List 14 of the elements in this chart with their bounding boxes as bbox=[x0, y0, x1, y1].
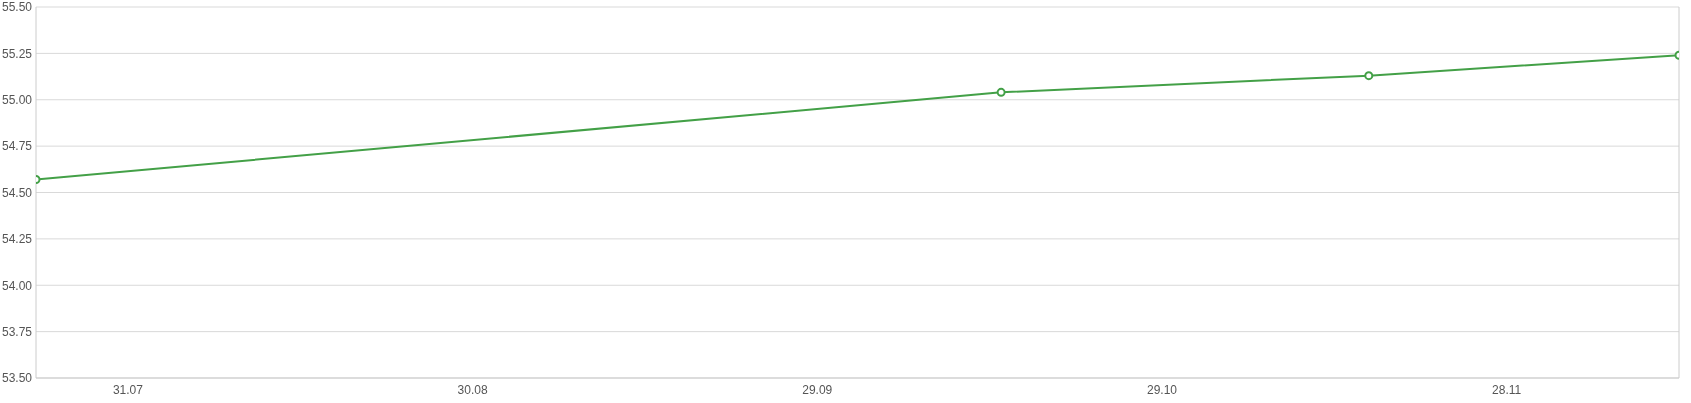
y-tick-label: 55.25 bbox=[1, 46, 33, 61]
x-tick-label: 28.11 bbox=[1492, 382, 1522, 397]
y-tick-label: 54.50 bbox=[1, 185, 33, 200]
y-tick-label: 53.50 bbox=[1, 371, 33, 386]
y-tick-label: 55.50 bbox=[1, 0, 33, 15]
x-tick-label: 29.10 bbox=[1146, 382, 1178, 397]
y-tick-label: 54.25 bbox=[1, 232, 33, 247]
y-tick-label: 54.00 bbox=[1, 278, 33, 293]
y-tick-label: 54.75 bbox=[1, 139, 33, 154]
x-tick-label: 29.09 bbox=[802, 382, 833, 397]
x-tick-label: 30.08 bbox=[457, 382, 488, 397]
x-tick-label: 31.07 bbox=[112, 382, 144, 397]
y-tick-label: 53.75 bbox=[1, 324, 33, 339]
y-tick-label: 55.00 bbox=[1, 93, 33, 108]
